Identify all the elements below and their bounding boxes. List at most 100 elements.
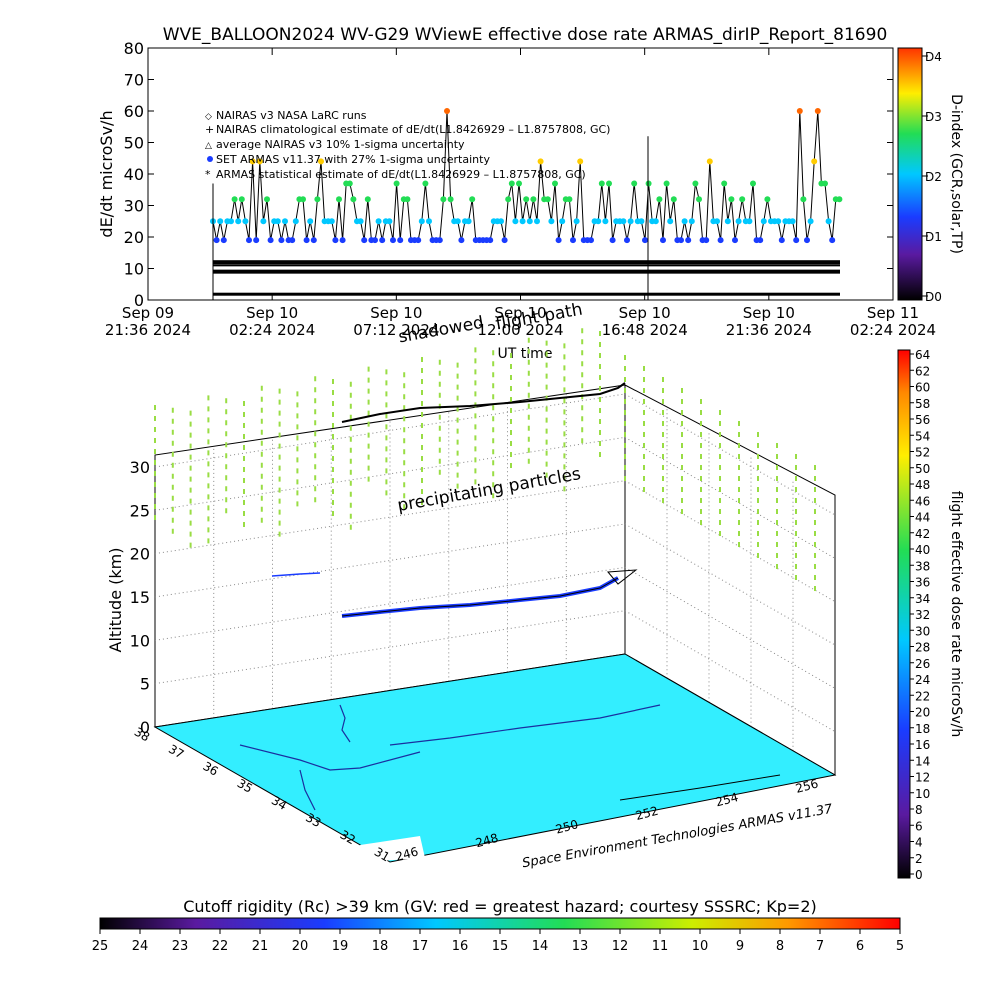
rc-tick-label: 10: [692, 939, 709, 954]
ground-map-features: [239, 704, 781, 862]
armas-point: [512, 218, 519, 225]
dose-rate-ticks: 0246810121416182022242628303234363840424…: [910, 348, 930, 882]
armas-statistical-band: [213, 260, 840, 265]
dose-tick-label: 36: [915, 576, 930, 590]
grid-line: [154, 436, 626, 511]
armas-point: [228, 218, 234, 225]
dose-tick-label: 32: [915, 608, 930, 622]
dose-tick-label: 54: [915, 429, 930, 443]
armas-point: [638, 218, 645, 225]
armas-point: [732, 237, 738, 244]
longitude-tick-label: 254: [714, 790, 740, 809]
armas-point: [361, 237, 368, 244]
dose-rate-colorbar: 0246810121416182022242628303234363840424…: [897, 348, 964, 882]
d-index-tick-label: D2: [925, 170, 942, 184]
armas-point: [526, 218, 533, 225]
armas-point: [566, 196, 573, 203]
y-tick-label: 70: [124, 71, 144, 90]
armas-point: [609, 237, 616, 244]
x-tick-label: 02:24 2024: [850, 321, 936, 339]
y-tick-label: 10: [124, 260, 144, 279]
top-y-ticks: 0 10 20 30 40 50 60 70 80: [124, 39, 893, 310]
legend-marker-triangle: △: [205, 141, 212, 151]
dose-tick-label: 18: [915, 722, 930, 736]
y-tick-label: 60: [124, 102, 144, 121]
legend-entry-nairas-climatological: NAIRAS climatological estimate of dE/dt(…: [216, 123, 610, 136]
armas-point: [696, 196, 702, 203]
armas-point: [238, 196, 245, 203]
armas-point: [519, 218, 526, 225]
armas-point: [793, 237, 800, 244]
rc-tick-label: 20: [292, 939, 309, 954]
rc-tick-label: 14: [532, 939, 549, 954]
flight-path-segment: [271, 572, 321, 577]
armas-point: [606, 180, 612, 187]
armas-point: [706, 158, 713, 165]
armas-point: [404, 196, 411, 203]
dose-tick-label: 22: [915, 689, 930, 703]
flight-path-3d: [341, 576, 619, 618]
dose-rate-colorbar-gradient: [897, 349, 911, 879]
grid-line: [154, 610, 626, 685]
armas-point: [501, 237, 508, 244]
armas-point: [555, 237, 562, 244]
dose-tick-label: 14: [915, 754, 930, 768]
armas-point: [292, 218, 299, 225]
armas-point: [260, 218, 267, 225]
rc-tick-label: 13: [572, 939, 589, 954]
armas-point: [249, 158, 256, 165]
armas-point: [703, 237, 710, 244]
dose-tick-label: 8: [915, 803, 923, 817]
rc-tick-label: 21: [252, 939, 269, 954]
armas-point: [300, 196, 306, 203]
dose-tick-label: 56: [915, 413, 930, 427]
armas-point: [393, 180, 400, 187]
latitude-ticks: 38 37 36 35 34 33 32 31: [132, 725, 392, 865]
armas-point: [757, 237, 764, 244]
armas-point: [454, 218, 461, 225]
map-boundary: [339, 704, 351, 743]
armas-point: [537, 158, 544, 165]
armas-point: [685, 237, 692, 244]
armas-point: [552, 180, 558, 187]
top-legend: ◇ NAIRAS v3 NASA LaRC runs + NAIRAS clim…: [205, 109, 610, 181]
dose-tick-label: 40: [915, 543, 930, 557]
dose-tick-label: 46: [915, 494, 930, 508]
dose-tick-label: 16: [915, 738, 930, 752]
armas-point: [534, 218, 540, 225]
armas-point: [231, 196, 238, 203]
armas-point: [728, 196, 735, 203]
longitude-tick-label: 246: [394, 844, 420, 863]
armas-point: [775, 218, 782, 225]
armas-point: [357, 218, 364, 225]
armas-point: [807, 218, 814, 225]
altitude-tick-label: 25: [130, 501, 150, 520]
grid-line: [154, 523, 626, 598]
armas-point: [332, 237, 339, 244]
grid-line: [624, 480, 836, 603]
altitude-tick-label: 10: [130, 631, 150, 650]
x-tick-label: Sep 10: [370, 304, 422, 322]
grid-line: [154, 480, 626, 555]
armas-point: [375, 218, 382, 225]
x-tick-label: 16:48 2024: [602, 321, 688, 339]
d-index-ticks: D0 D1 D2 D3 D4: [922, 50, 942, 304]
armas-point: [811, 158, 818, 165]
x-tick-label: Sep 10: [743, 304, 795, 322]
armas-point: [307, 218, 314, 225]
latitude-tick-label: 37: [166, 742, 186, 762]
x-tick-label: Sep 09: [122, 304, 174, 322]
grid-line: [624, 566, 836, 689]
d-index-tick-label: D0: [925, 290, 942, 304]
precipitating-particles-label: precipitating particles: [396, 464, 583, 516]
armas-point: [530, 196, 537, 203]
x-tick-label: Sep 10: [494, 304, 546, 322]
map-boundary: [239, 744, 421, 771]
dose-tick-label: 64: [915, 348, 930, 362]
cutoff-rigidity-title: Cutoff rigidity (Rc) >39 km (GV: red = g…: [183, 897, 817, 916]
armas-point: [588, 237, 594, 244]
armas-point: [778, 237, 785, 244]
dose-tick-label: 26: [915, 657, 930, 671]
y-tick-label: 20: [124, 228, 144, 247]
